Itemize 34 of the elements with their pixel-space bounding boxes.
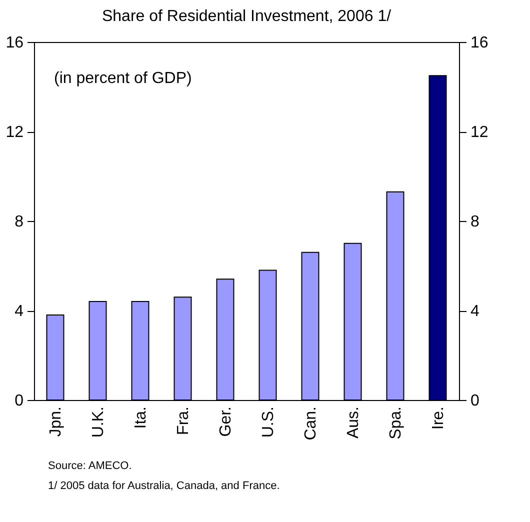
bar <box>174 296 192 400</box>
y2-tick-label: 4 <box>470 303 480 320</box>
source-note: Source: AMECO. <box>48 459 133 474</box>
bar <box>46 314 64 400</box>
y2-tick-label: 12 <box>470 124 488 141</box>
bar <box>301 252 320 400</box>
bar <box>88 301 107 400</box>
bar <box>344 242 362 400</box>
x-tick-label: Spa. <box>387 406 404 440</box>
text: 1/ 2005 data for Australia, Canada, and France. <box>48 479 280 494</box>
chart-title: Share of Residential Investment, 2006 1/ <box>102 8 392 25</box>
y-tick-label: 0 <box>14 392 24 410</box>
y-tick-label: 8 <box>14 214 24 230</box>
bar <box>258 270 277 400</box>
y-tick-label: 16 <box>6 34 24 52</box>
y-tick-label: 4 <box>14 303 24 320</box>
bar <box>428 75 447 400</box>
x-tick-label: Can. <box>302 406 320 440</box>
x-tick-label: Jpn. <box>47 406 64 437</box>
bar <box>216 278 234 400</box>
x-tick-label: Aus. <box>344 406 362 439</box>
y2-tick-label: 8 <box>470 214 480 230</box>
y-tick-label: 12 <box>6 124 24 141</box>
text: (in percent of GDP) <box>54 70 192 87</box>
x-tick-label: Ger. <box>217 406 234 437</box>
x-tick-label: Fra. <box>174 406 192 435</box>
y2-tick-label: 16 <box>470 34 488 52</box>
bar <box>131 301 150 400</box>
y2-tick-label: 0 <box>470 392 480 410</box>
x-tick-label: U.K. <box>90 406 107 438</box>
x-tick-label: Ire. <box>430 406 447 430</box>
bar <box>386 191 404 400</box>
x-tick-label: Ita. <box>132 406 150 429</box>
x-tick-label: U.S. <box>260 406 277 438</box>
